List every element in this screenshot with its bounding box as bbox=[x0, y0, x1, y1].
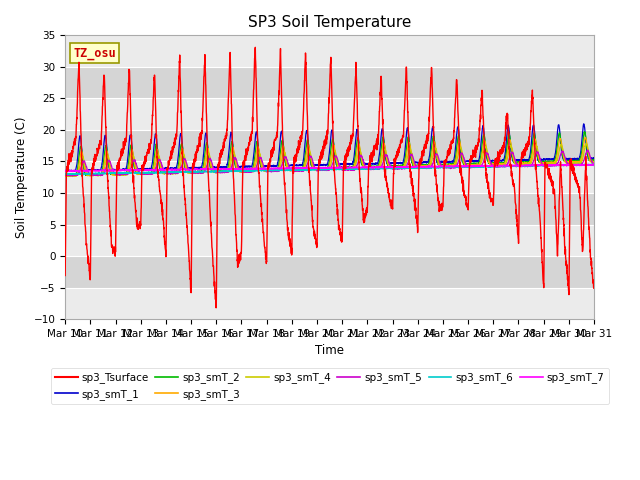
Legend: sp3_Tsurface, sp3_smT_1, sp3_smT_2, sp3_smT_3, sp3_smT_4, sp3_smT_5, sp3_smT_6, : sp3_Tsurface, sp3_smT_1, sp3_smT_2, sp3_… bbox=[51, 368, 609, 404]
Bar bbox=[65, 36, 594, 67]
Bar bbox=[65, 256, 594, 288]
Text: TZ_osu: TZ_osu bbox=[73, 47, 116, 60]
Bar bbox=[65, 288, 594, 319]
Bar bbox=[65, 130, 594, 161]
Bar bbox=[65, 98, 594, 130]
Bar bbox=[65, 67, 594, 98]
X-axis label: Time: Time bbox=[315, 345, 344, 358]
Y-axis label: Soil Temperature (C): Soil Temperature (C) bbox=[15, 117, 28, 238]
Bar bbox=[65, 193, 594, 225]
Bar bbox=[65, 225, 594, 256]
Title: SP3 Soil Temperature: SP3 Soil Temperature bbox=[248, 15, 412, 30]
Bar bbox=[65, 161, 594, 193]
